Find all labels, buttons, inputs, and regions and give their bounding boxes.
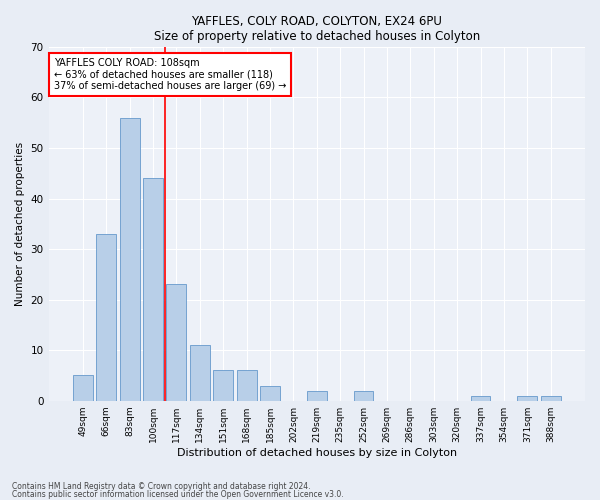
Bar [470,396,490,400]
Text: Contains HM Land Registry data © Crown copyright and database right 2024.: Contains HM Land Registry data © Crown c… [12,482,311,491]
Bar [97,234,116,400]
Bar [260,386,280,400]
Bar [190,345,210,401]
Bar [166,284,187,401]
X-axis label: Distribution of detached houses by size in Colyton: Distribution of detached houses by size … [177,448,457,458]
Bar [236,370,257,400]
Y-axis label: Number of detached properties: Number of detached properties [15,142,25,306]
Title: YAFFLES, COLY ROAD, COLYTON, EX24 6PU
Size of property relative to detached hous: YAFFLES, COLY ROAD, COLYTON, EX24 6PU Si… [154,15,480,43]
Bar [541,396,560,400]
Bar [517,396,537,400]
Bar [307,390,327,400]
Bar [73,376,93,400]
Bar [120,118,140,401]
Bar [213,370,233,400]
Text: YAFFLES COLY ROAD: 108sqm
← 63% of detached houses are smaller (118)
37% of semi: YAFFLES COLY ROAD: 108sqm ← 63% of detac… [54,58,286,91]
Text: Contains public sector information licensed under the Open Government Licence v3: Contains public sector information licen… [12,490,344,499]
Bar [353,390,373,400]
Bar [143,178,163,400]
